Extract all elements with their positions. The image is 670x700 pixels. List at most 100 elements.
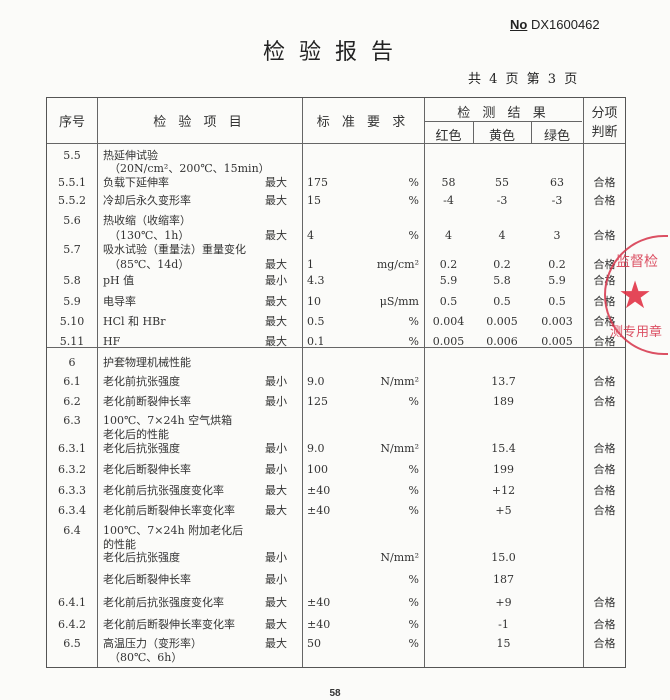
cell-single: +5 xyxy=(495,504,512,517)
cell-red: 0.005 xyxy=(432,335,465,348)
cell-std: 10 xyxy=(307,295,321,308)
page-title: 检验报告 xyxy=(262,40,407,65)
cell-item: pH 值 xyxy=(103,274,135,287)
cell-std: 4 xyxy=(307,229,314,242)
cell-green: 0.5 xyxy=(548,295,566,308)
cell-unit: % xyxy=(408,194,419,207)
cell-judge: 合格 xyxy=(593,484,616,497)
cell-item: HCl 和 HBr xyxy=(103,315,166,328)
cell-seq: 6 xyxy=(68,356,76,369)
cell-seq: 6.1 xyxy=(63,375,81,388)
cell-yellow: 0.2 xyxy=(493,258,511,271)
cell-red: 5.9 xyxy=(439,274,458,287)
cell-judge: 合格 xyxy=(593,596,616,609)
col-green: 绿色 xyxy=(543,129,570,144)
cell-judge: 合格 xyxy=(593,618,616,631)
cell-unit: % xyxy=(408,596,419,609)
cell-green: 0.005 xyxy=(541,335,573,348)
cell-seq: 5.8 xyxy=(63,274,81,287)
cell-q: 最大 xyxy=(265,176,287,189)
cell-seq: 6.4.1 xyxy=(58,596,86,609)
cell-q: 最小 xyxy=(265,274,287,287)
column-divider xyxy=(583,98,584,667)
cell-item: 负载下延伸率 xyxy=(103,176,169,189)
cell-q: 最大 xyxy=(265,618,287,631)
cell-judge: 合格 xyxy=(593,504,616,517)
cell-single: +9 xyxy=(495,596,512,609)
cell-q: 最大 xyxy=(265,335,287,348)
col-yellow: 黄色 xyxy=(488,129,515,144)
cell-seq: 6.5 xyxy=(63,637,81,650)
cell-yellow: 4 xyxy=(498,229,506,242)
cell-red: 58 xyxy=(441,176,456,189)
column-divider xyxy=(97,98,98,667)
cell-item: 电导率 xyxy=(103,295,136,308)
cell-seq: 5.5.1 xyxy=(58,176,86,189)
cell-std: ±40 xyxy=(307,484,331,497)
cell-item: 热延伸试验 xyxy=(103,149,158,162)
cell-single: 15 xyxy=(496,637,511,650)
cell-item: 老化前后断裂伸长率变化率 xyxy=(103,504,235,517)
cell-std: 175 xyxy=(307,176,328,189)
cell-red: 0.2 xyxy=(439,258,458,271)
cell-item: 老化后断裂伸长率 xyxy=(103,573,191,586)
col-standard: 标 准 要 求 xyxy=(316,115,410,130)
cell-seq: 6.3.1 xyxy=(58,442,86,455)
row-divider xyxy=(47,143,625,144)
cell-q: 最大 xyxy=(265,295,287,308)
cell-std: 9.0 xyxy=(307,375,325,388)
cell-unit: % xyxy=(408,484,419,497)
cell-green: 63 xyxy=(550,176,564,189)
cell-unit: μS/mm xyxy=(379,295,419,308)
cell-item: （20N/cm²、200℃、15min） xyxy=(109,162,270,175)
cell-item: 100℃、7×24h 附加老化后 xyxy=(103,524,244,537)
cell-single: 187 xyxy=(493,573,514,586)
cell-red: 0.004 xyxy=(432,315,465,328)
cell-item: 吸水试验（重量法）重量变化 xyxy=(103,243,246,256)
row-divider xyxy=(424,121,582,122)
col-judgement-line1: 分项 xyxy=(591,106,618,121)
cell-seq: 5.10 xyxy=(59,315,85,328)
cell-unit: mg/cm² xyxy=(376,258,419,271)
col-red: 红色 xyxy=(435,129,462,144)
col-item: 检 验 项 目 xyxy=(153,115,246,130)
cell-yellow: 0.5 xyxy=(493,295,511,308)
cell-seq: 6.3.3 xyxy=(58,484,86,497)
cell-unit: % xyxy=(408,637,419,650)
cell-red: 4 xyxy=(445,229,452,242)
cell-q: 最小 xyxy=(265,573,287,586)
cell-unit: % xyxy=(408,504,419,517)
cell-judge: 合格 xyxy=(593,194,616,207)
cell-judge: 合格 xyxy=(593,229,616,242)
col-judgement-line2: 判断 xyxy=(591,125,618,140)
cell-unit: % xyxy=(408,618,419,631)
cell-item: 护套物理机械性能 xyxy=(103,356,191,369)
cell-green: 0.2 xyxy=(548,258,566,271)
cell-item: 热收缩（收缩率） xyxy=(103,214,191,227)
cell-yellow: -3 xyxy=(496,194,508,207)
cell-single: 15.0 xyxy=(491,551,516,564)
cell-item: 100℃、7×24h 空气烘箱 xyxy=(103,414,233,427)
official-seal: 监督检 ★ 测专用章 xyxy=(604,235,668,355)
row-divider xyxy=(47,347,625,348)
cell-single: -1 xyxy=(498,618,509,631)
cell-seq: 6.4 xyxy=(63,524,81,537)
cell-yellow: 55 xyxy=(495,176,509,189)
cell-unit: N/mm² xyxy=(380,551,419,564)
cell-q: 最大 xyxy=(265,229,287,242)
cell-seq: 6.3.2 xyxy=(58,463,86,476)
cell-q: 最小 xyxy=(265,463,287,476)
cell-q: 最小 xyxy=(265,551,287,564)
cell-yellow: 5.8 xyxy=(493,274,511,287)
cell-judge: 合格 xyxy=(593,637,616,650)
cell-red: -4 xyxy=(443,194,454,207)
cell-item: 老化后抗张强度 xyxy=(103,551,180,564)
cell-item: （130℃、1h） xyxy=(109,229,190,242)
cell-single: 189 xyxy=(493,395,514,408)
report-number-prefix: No xyxy=(510,17,528,32)
cell-q: 最大 xyxy=(265,194,287,207)
cell-unit: % xyxy=(408,335,419,348)
cell-red: 0.5 xyxy=(439,295,458,308)
cell-unit: % xyxy=(408,463,419,476)
cell-std: ±40 xyxy=(307,504,331,517)
